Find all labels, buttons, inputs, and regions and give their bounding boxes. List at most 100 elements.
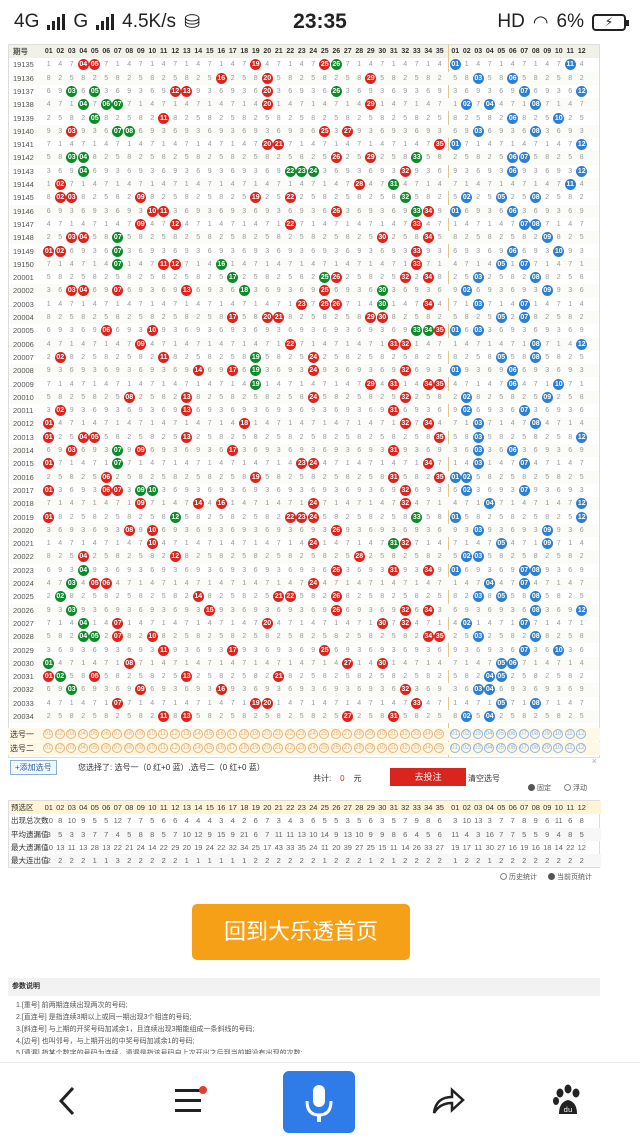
- submit-bet-button[interactable]: 去投注: [390, 768, 466, 786]
- pick-ball[interactable]: 02: [461, 743, 471, 753]
- fixed-radio[interactable]: 固定: [528, 783, 551, 793]
- pick-ball[interactable]: 12: [169, 743, 180, 753]
- pick-ball[interactable]: 25: [319, 729, 329, 739]
- pick-ball[interactable]: 17: [227, 743, 237, 753]
- pick-ball[interactable]: 19: [250, 729, 260, 739]
- pick-ball[interactable]: 01: [43, 729, 53, 739]
- pick-ball[interactable]: 10: [553, 743, 563, 753]
- pick-ball[interactable]: 12: [576, 743, 586, 753]
- pick-ball[interactable]: 10: [146, 743, 157, 753]
- pick-ball[interactable]: 27: [342, 743, 352, 753]
- pick-ball[interactable]: 34: [422, 729, 433, 739]
- history-stats-radio[interactable]: 历史统计: [500, 872, 537, 882]
- pick-ball[interactable]: 14: [192, 729, 203, 739]
- back-to-home-button[interactable]: 回到大乐透首页: [192, 904, 410, 960]
- pick-ball[interactable]: 06: [507, 743, 517, 753]
- voice-search-button[interactable]: [283, 1071, 355, 1133]
- pick-ball[interactable]: 06: [100, 743, 111, 753]
- pick-ball[interactable]: 27: [342, 729, 352, 739]
- pick-ball[interactable]: 33: [411, 743, 421, 753]
- pick-ball[interactable]: 05: [89, 743, 99, 753]
- pick-ball[interactable]: 35: [434, 743, 444, 753]
- pick-ball[interactable]: 03: [472, 743, 483, 753]
- pick-ball[interactable]: 11: [564, 729, 575, 739]
- pick-ball[interactable]: 03: [66, 743, 76, 753]
- pick-ball[interactable]: 23: [296, 729, 306, 739]
- pick-ball[interactable]: 17: [227, 729, 237, 739]
- pick-ball[interactable]: 08: [123, 729, 134, 739]
- pick-ball[interactable]: 03: [66, 729, 76, 739]
- menu-icon[interactable]: [140, 1063, 240, 1139]
- pick-ball[interactable]: 30: [376, 729, 387, 739]
- pick-ball[interactable]: 24: [307, 743, 318, 753]
- pick-ball[interactable]: 12: [576, 729, 586, 739]
- pick-ball[interactable]: 19: [250, 743, 260, 753]
- close-icon[interactable]: ×: [591, 756, 597, 766]
- pick-ball[interactable]: 07: [518, 743, 529, 753]
- pick-ball[interactable]: 26: [330, 743, 341, 753]
- pick-ball[interactable]: 26: [330, 729, 341, 739]
- pick-ball[interactable]: 21: [273, 729, 283, 739]
- pick-ball[interactable]: 04: [77, 743, 88, 753]
- pick-ball[interactable]: 15: [204, 729, 214, 739]
- pick-ball[interactable]: 18: [238, 729, 249, 739]
- pick-ball[interactable]: 09: [541, 729, 552, 739]
- pick-ball[interactable]: 07: [112, 729, 122, 739]
- pick-ball[interactable]: 09: [135, 743, 145, 753]
- pick-ball[interactable]: 06: [507, 729, 517, 739]
- pick-ball[interactable]: 12: [169, 729, 180, 739]
- pick-ball[interactable]: 35: [434, 729, 444, 739]
- pick-ball[interactable]: 05: [495, 729, 506, 739]
- pick-ball[interactable]: 15: [204, 743, 214, 753]
- pick-ball[interactable]: 11: [158, 743, 168, 753]
- pick-ball[interactable]: 21: [273, 743, 283, 753]
- pick-ball[interactable]: 10: [553, 729, 563, 739]
- pick-ball[interactable]: 02: [54, 743, 65, 753]
- pick-ball[interactable]: 03: [472, 729, 483, 739]
- pick-ball[interactable]: 05: [495, 743, 506, 753]
- add-selection-button[interactable]: +添加选号: [10, 760, 57, 775]
- pick-ball[interactable]: 23: [296, 743, 306, 753]
- clear-selection-link[interactable]: 清空选号: [468, 774, 500, 783]
- pick-ball[interactable]: 22: [284, 743, 295, 753]
- pick-ball[interactable]: 07: [112, 743, 122, 753]
- pick-ball[interactable]: 01: [449, 743, 460, 753]
- pick-ball[interactable]: 08: [123, 743, 134, 753]
- pick-ball[interactable]: 09: [135, 729, 145, 739]
- pick-ball[interactable]: 16: [215, 743, 226, 753]
- pick-ball[interactable]: 08: [530, 743, 540, 753]
- pick-ball[interactable]: 31: [388, 743, 398, 753]
- pick-ball[interactable]: 05: [89, 729, 99, 739]
- float-radio[interactable]: 浮动: [564, 783, 587, 793]
- pick-ball[interactable]: 04: [484, 729, 494, 739]
- pick-ball[interactable]: 33: [411, 729, 421, 739]
- pick-ball[interactable]: 02: [461, 729, 471, 739]
- share-icon[interactable]: [398, 1063, 498, 1139]
- pick-ball[interactable]: 10: [146, 729, 157, 739]
- pick-ball[interactable]: 28: [353, 729, 364, 739]
- pick-ball[interactable]: 02: [54, 729, 65, 739]
- pick-ball[interactable]: 13: [181, 743, 191, 753]
- pick-ball[interactable]: 22: [284, 729, 295, 739]
- pick-ball[interactable]: 20: [261, 729, 272, 739]
- pick-ball[interactable]: 32: [399, 729, 410, 739]
- pick-ball[interactable]: 34: [422, 743, 433, 753]
- back-icon[interactable]: [18, 1063, 118, 1139]
- pick-ball[interactable]: 13: [181, 729, 191, 739]
- pick-ball[interactable]: 04: [484, 743, 494, 753]
- pick-ball[interactable]: 04: [77, 729, 88, 739]
- current-stats-radio[interactable]: 当前页统计: [548, 872, 592, 882]
- pick-ball[interactable]: 11: [158, 729, 168, 739]
- pick-ball[interactable]: 25: [319, 743, 329, 753]
- pick-ball[interactable]: 29: [365, 729, 375, 739]
- pick-ball[interactable]: 16: [215, 729, 226, 739]
- pick-ball[interactable]: 30: [376, 743, 387, 753]
- pick-ball[interactable]: 09: [541, 743, 552, 753]
- baidu-paw-icon[interactable]: du: [518, 1063, 618, 1139]
- pick-ball[interactable]: 14: [192, 743, 203, 753]
- pick-ball[interactable]: 07: [518, 729, 529, 739]
- pick-ball[interactable]: 01: [43, 743, 53, 753]
- pick-ball[interactable]: 31: [388, 729, 398, 739]
- pick-ball[interactable]: 06: [100, 729, 111, 739]
- pick-ball[interactable]: 28: [353, 743, 364, 753]
